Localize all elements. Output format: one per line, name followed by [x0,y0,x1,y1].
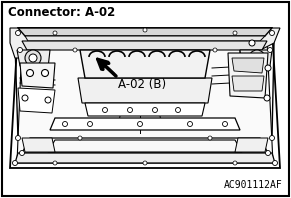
Polygon shape [78,78,212,103]
Circle shape [26,69,33,76]
Circle shape [15,135,20,141]
Circle shape [63,122,68,127]
Circle shape [233,161,237,165]
Circle shape [88,122,93,127]
Circle shape [143,161,147,165]
Polygon shape [240,50,272,68]
Polygon shape [240,28,280,58]
Circle shape [267,48,272,52]
Circle shape [233,31,237,35]
Circle shape [53,31,57,35]
Circle shape [29,54,37,62]
Circle shape [15,30,20,35]
Circle shape [269,30,274,35]
Polygon shape [80,50,210,78]
Circle shape [53,161,57,165]
Circle shape [249,50,265,66]
Polygon shape [48,140,242,152]
Circle shape [42,69,49,76]
Circle shape [253,54,261,62]
Circle shape [152,108,157,112]
Polygon shape [10,28,50,58]
Text: AC901112AF: AC901112AF [224,180,283,190]
Circle shape [249,40,255,46]
Polygon shape [17,50,50,68]
Circle shape [73,48,77,52]
Polygon shape [50,118,240,130]
Circle shape [264,95,270,101]
Polygon shape [235,138,268,152]
Circle shape [19,150,24,155]
Polygon shape [15,153,275,163]
Polygon shape [17,41,273,163]
Circle shape [187,122,193,127]
Polygon shape [18,28,272,36]
Circle shape [269,135,274,141]
Circle shape [175,108,180,112]
Text: Connector: A-02: Connector: A-02 [8,6,115,19]
Circle shape [138,122,143,127]
Circle shape [208,136,212,140]
Polygon shape [22,41,267,50]
Circle shape [265,150,271,155]
Circle shape [102,108,107,112]
Circle shape [265,65,271,71]
Circle shape [223,122,228,127]
Circle shape [25,50,41,66]
Circle shape [127,108,132,112]
Polygon shape [20,63,55,88]
Polygon shape [232,58,264,73]
Circle shape [213,48,217,52]
Polygon shape [228,53,268,98]
Polygon shape [85,103,205,116]
Polygon shape [22,138,55,152]
Circle shape [45,97,51,103]
Polygon shape [232,76,264,91]
Circle shape [22,95,28,101]
Polygon shape [18,88,55,113]
Circle shape [78,136,82,140]
Circle shape [17,48,22,52]
Circle shape [13,161,17,166]
Circle shape [272,161,278,166]
Circle shape [143,28,147,32]
Text: A-02 (B): A-02 (B) [118,78,166,91]
Polygon shape [10,28,280,168]
Polygon shape [25,36,265,41]
